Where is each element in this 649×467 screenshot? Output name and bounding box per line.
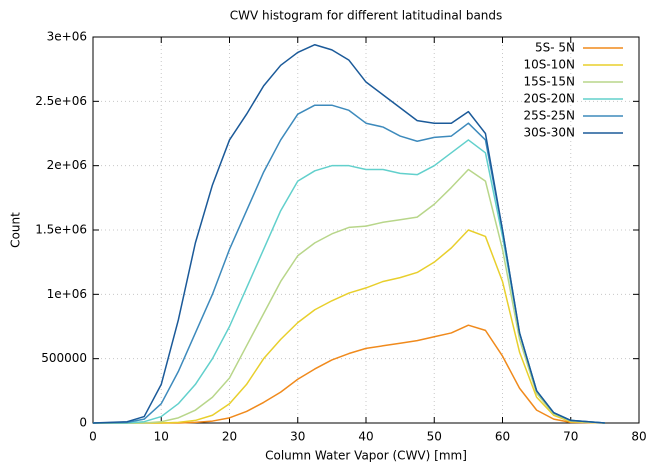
legend-label: 25S-25N — [524, 109, 575, 123]
x-tick-label: 50 — [427, 430, 442, 444]
series-line — [93, 229, 605, 424]
y-tick-label: 500000 — [41, 351, 87, 365]
legend-label: 15S-15N — [524, 75, 575, 89]
x-tick-label: 10 — [154, 430, 169, 444]
plot-frame — [92, 36, 640, 424]
x-axis-label: Column Water Vapor (CWV) [mm] — [265, 449, 467, 463]
chart-title: CWV histogram for different latitudinal … — [230, 9, 503, 23]
y-tick-label: 1.5e+06 — [35, 223, 87, 237]
legend-label: 30S-30N — [524, 126, 575, 140]
y-tick-label: 1e+06 — [47, 287, 87, 301]
x-tick-label: 0 — [89, 430, 97, 444]
legend-label: 10S-10N — [524, 58, 575, 72]
x-tick-label: 20 — [222, 430, 237, 444]
series-line — [93, 168, 605, 424]
series-line — [93, 139, 605, 424]
legend-label: 20S-20N — [524, 92, 575, 106]
x-tick-label: 30 — [290, 430, 305, 444]
y-tick-label: 2.5e+06 — [35, 94, 87, 108]
legend-label: 5S- 5N — [535, 41, 575, 55]
series-line — [92, 43, 605, 424]
y-tick-label: 0 — [79, 416, 87, 430]
x-tick-label: 80 — [631, 430, 646, 444]
x-tick-label: 40 — [358, 430, 373, 444]
x-tick-label: 70 — [563, 430, 578, 444]
series-line — [93, 324, 605, 424]
y-axis-label: Count — [9, 212, 23, 248]
y-tick-label: 2e+06 — [47, 158, 87, 172]
x-tick-label: 60 — [495, 430, 510, 444]
y-tick-label: 3e+06 — [47, 30, 87, 44]
